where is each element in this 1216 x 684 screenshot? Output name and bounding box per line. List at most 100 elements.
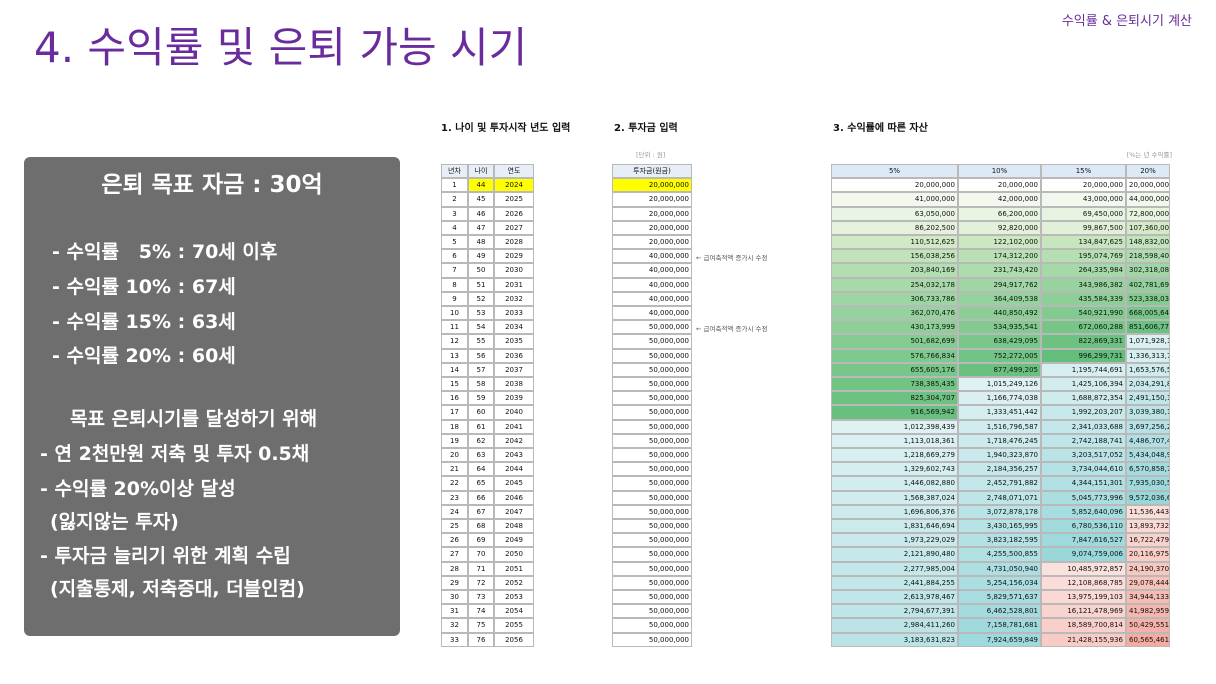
table-cell: 65 <box>468 476 494 491</box>
table-cell: 195,074,769 <box>1041 249 1126 264</box>
table-cell: 6,462,528,801 <box>958 604 1041 619</box>
table-cell: 1,516,796,587 <box>958 419 1041 434</box>
table-cell: 4,731,050,940 <box>958 561 1041 576</box>
table-cell: 5 <box>441 235 468 250</box>
table-cell: 2,742,188,741 <box>1041 433 1126 448</box>
table-cell: 877,499,205 <box>958 362 1041 377</box>
table-cell: 148,832,000 <box>1126 235 1170 250</box>
table-cell: 3,697,256,230 <box>1126 419 1170 434</box>
table-cell: 12 <box>441 334 468 349</box>
table-cell: 134,847,625 <box>1041 235 1126 250</box>
table-cell: 51 <box>468 277 494 292</box>
table-cell: 71 <box>468 561 494 576</box>
table-cell: 2,748,071,071 <box>958 490 1041 505</box>
table-cell: 5,434,048,971 <box>1126 448 1170 463</box>
table-cell: 86,202,500 <box>831 220 958 235</box>
table-cell: 3,072,878,178 <box>958 504 1041 519</box>
table-cell: 174,312,200 <box>958 249 1041 264</box>
table-cell: 50,000,000 <box>612 533 692 548</box>
table-cell: 27 <box>441 547 468 562</box>
table-cell: 13,893,732,736 <box>1126 519 1170 534</box>
table-cell: 50,000,000 <box>612 391 692 406</box>
section-title: 1. 나이 및 투자시작 년도 입력 <box>441 123 571 134</box>
table-cell: 825,304,707 <box>831 391 958 406</box>
rate-line: - 수익률 10% : 67세 <box>52 276 236 298</box>
table-cell: 2050 <box>494 547 534 562</box>
table-cell: 50 <box>468 263 494 278</box>
table-cell: 4,344,151,301 <box>1041 476 1126 491</box>
table-cell: 2,491,150,160 <box>1126 391 1170 406</box>
table-cell: 1,718,476,245 <box>958 433 1041 448</box>
table-cell: 638,429,095 <box>958 334 1041 349</box>
table-cell: 50,000,000 <box>612 590 692 605</box>
table-cell: 2,441,884,255 <box>831 575 958 590</box>
table-cell: 2047 <box>494 504 534 519</box>
table-cell: 1,568,387,024 <box>831 490 958 505</box>
table-cell: 20,000,000 <box>958 178 1041 193</box>
table-cell: 23 <box>441 490 468 505</box>
table-cell: 50,000,000 <box>612 504 692 519</box>
table-cell: 69 <box>468 533 494 548</box>
table-cell: 52 <box>468 291 494 306</box>
table-cell: 33 <box>441 632 468 647</box>
table-cell: 7,847,616,527 <box>1041 533 1126 548</box>
plan-line: - 연 2천만원 저축 및 투자 0.5채 <box>40 443 310 465</box>
table-cell: 1 <box>441 178 468 193</box>
table-cell: 1,973,229,029 <box>831 533 958 548</box>
row-note: ← 급여축적액 증가시 수정 <box>696 254 768 263</box>
column-header: 15% <box>1041 164 1126 179</box>
table-cell: 50,000,000 <box>612 632 692 647</box>
table-cell: 19 <box>441 433 468 448</box>
table-cell: 2037 <box>494 362 534 377</box>
table-cell: 7,158,781,681 <box>958 618 1041 633</box>
table-cell: 14 <box>441 362 468 377</box>
table-cell: 851,606,771 <box>1126 320 1170 335</box>
table-cell: 50,000,000 <box>612 547 692 562</box>
table-cell: 50,000,000 <box>612 476 692 491</box>
table-cell: 61 <box>468 419 494 434</box>
column-header: 투자금(원금) <box>612 164 692 179</box>
table-cell: 63,050,000 <box>831 206 958 221</box>
table-cell: 50,000,000 <box>612 405 692 420</box>
goal-box: 은퇴 목표 자금 : 30억 - 수익률 5% : 70세 이후 - 수익률 1… <box>24 157 400 636</box>
table-cell: 34,944,133,041 <box>1126 590 1170 605</box>
table-cell: 534,935,541 <box>958 320 1041 335</box>
table-cell: 2,277,985,004 <box>831 561 958 576</box>
table-cell: 2,794,677,391 <box>831 604 958 619</box>
table-cell: 2025 <box>494 192 534 207</box>
table-cell: 5,254,156,034 <box>958 575 1041 590</box>
table-cell: 7,935,030,518 <box>1126 476 1170 491</box>
table-cell: 21 <box>441 462 468 477</box>
table-cell: 59 <box>468 391 494 406</box>
table-cell: 20,116,975,139 <box>1126 547 1170 562</box>
table-cell: 1,166,774,038 <box>958 391 1041 406</box>
table-cell: 50,000,000 <box>612 362 692 377</box>
table-cell: 2053 <box>494 590 534 605</box>
table-cell: 122,102,000 <box>958 235 1041 250</box>
table-cell: 1,195,744,691 <box>1041 362 1126 377</box>
table-cell: 1,696,806,376 <box>831 504 958 519</box>
table-cell: 44 <box>468 178 494 193</box>
table-cell: 58 <box>468 377 494 392</box>
table-cell: 156,038,256 <box>831 249 958 264</box>
table-cell: 2039 <box>494 391 534 406</box>
table-cell: 63 <box>468 448 494 463</box>
table-cell: 8 <box>441 277 468 292</box>
column-header: 년차 <box>441 164 468 179</box>
table-cell: 254,032,178 <box>831 277 958 292</box>
section-title: 3. 수익률에 따른 자산 <box>833 123 928 134</box>
table-cell: 50,000,000 <box>612 448 692 463</box>
table-cell: 2,613,978,467 <box>831 590 958 605</box>
table-cell: 50,000,000 <box>612 519 692 534</box>
table-cell: 60 <box>468 405 494 420</box>
table-cell: 1,831,646,694 <box>831 519 958 534</box>
table-cell: 16 <box>441 391 468 406</box>
table-cell: 2027 <box>494 220 534 235</box>
table-cell: 9,074,759,006 <box>1041 547 1126 562</box>
table-cell: 9,572,036,622 <box>1126 490 1170 505</box>
table-cell: 110,512,625 <box>831 235 958 250</box>
table-cell: 50,000,000 <box>612 490 692 505</box>
table-cell: 20,000,000 <box>612 235 692 250</box>
table-cell: 20,000,000 <box>612 192 692 207</box>
table-cell: 45 <box>468 192 494 207</box>
